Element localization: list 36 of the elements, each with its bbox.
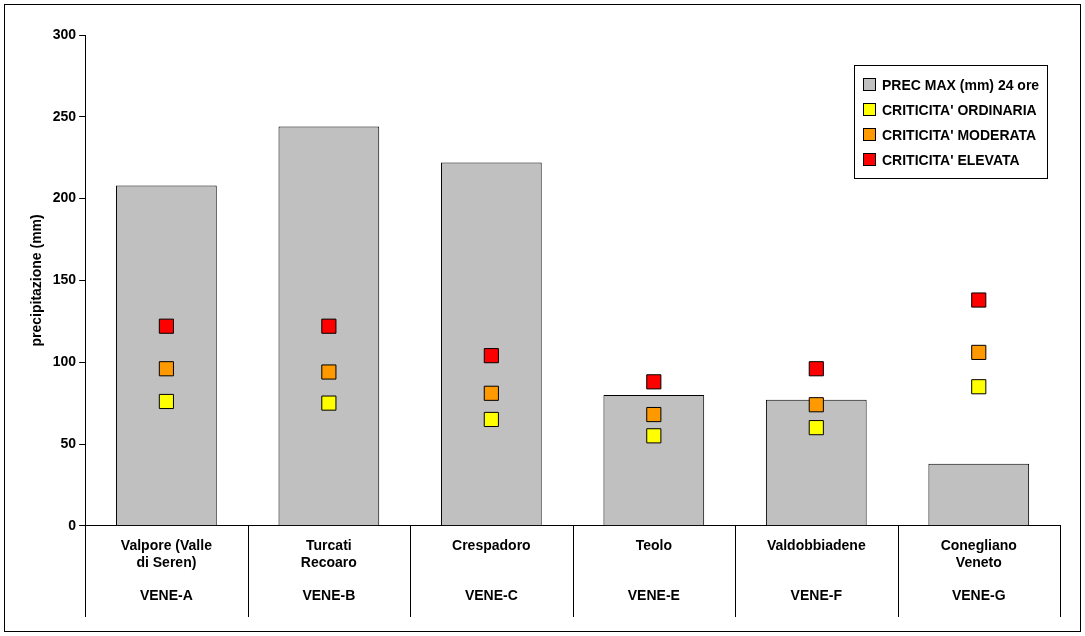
point (646, 428, 662, 444)
category-label: Valdobbiadene VENE-F (766, 537, 866, 604)
category-label: Teolo VENE-E (627, 537, 680, 604)
point (321, 318, 337, 334)
y-tick-label: 250 (52, 107, 77, 124)
point (971, 344, 987, 360)
y-tick-label: 50 (60, 434, 77, 451)
y-tick-label: 300 (52, 25, 77, 42)
y-axis-title: precipitazione (mm) (28, 214, 45, 347)
point (158, 393, 174, 410)
point (808, 420, 824, 436)
category-label: Conegliano Veneto VENE-G (940, 537, 1017, 604)
category-label: Turcati Recoaro VENE-B (300, 537, 357, 604)
point (971, 379, 987, 395)
y-tick-label: 200 (52, 189, 77, 206)
legend-label: CRITICITA' MODERATA (881, 125, 1038, 145)
y-tick-label: 150 (52, 271, 77, 288)
point (646, 374, 662, 390)
point (158, 318, 174, 334)
point (971, 292, 987, 308)
point (483, 411, 499, 428)
y-tick-label: 0 (68, 516, 77, 533)
point (646, 406, 662, 423)
point (483, 385, 499, 401)
category-label: Valpore (Valle di Seren) VENE-A (120, 537, 212, 604)
point (808, 361, 824, 377)
point (321, 364, 337, 380)
legend-label: CRITICITA' ELEVATA (881, 150, 1021, 170)
legend-label: PREC MAX (mm) 24 ore (881, 75, 1040, 95)
point (321, 395, 337, 411)
point (158, 361, 174, 377)
point (808, 397, 824, 413)
category-label: Crespadoro VENE-C (452, 537, 531, 604)
y-tick-label: 100 (52, 353, 77, 370)
legend-label: CRITICITA' ORDINARIA (881, 100, 1038, 120)
point (483, 348, 499, 364)
